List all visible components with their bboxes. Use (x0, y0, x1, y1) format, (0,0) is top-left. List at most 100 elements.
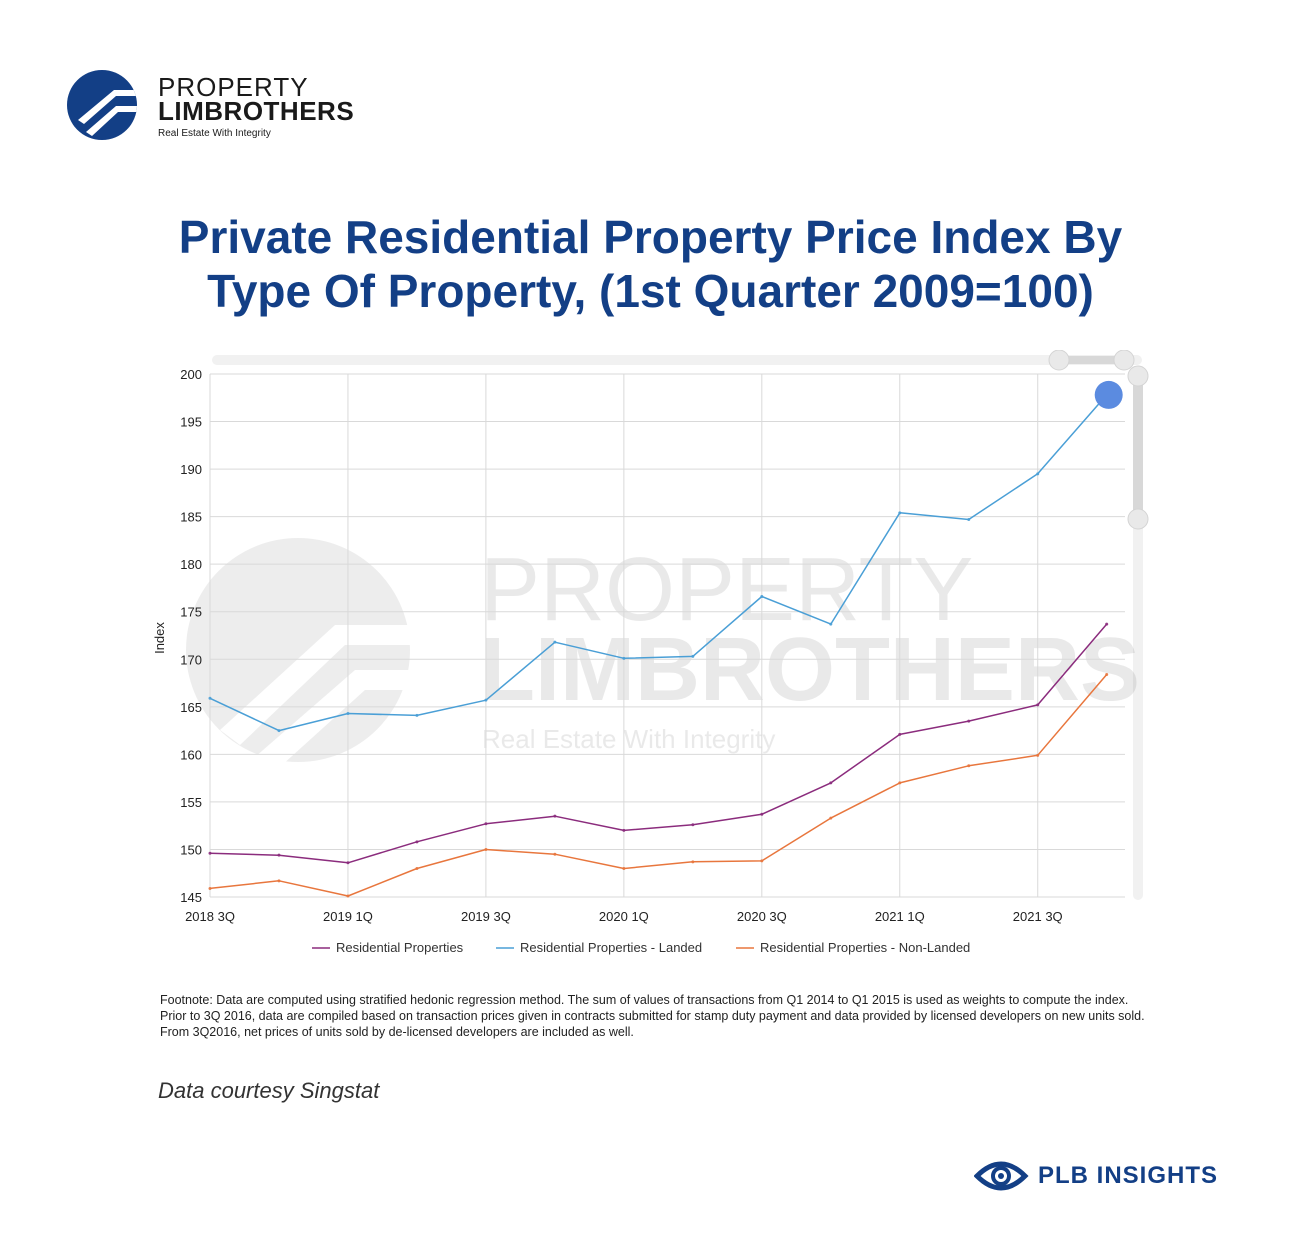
x-tick-label: 2018 3Q (185, 909, 235, 924)
data-point (1036, 472, 1040, 476)
title-line-1: Private Residential Property Price Index… (178, 211, 1123, 263)
data-point (346, 894, 350, 898)
watermark-text-3: Real Estate With Integrity (482, 724, 775, 754)
y-tick-label: 145 (180, 890, 202, 905)
y-tick-label: 200 (180, 367, 202, 382)
series-line-3 (209, 674, 1108, 897)
line-chart: PROPERTY LIMBROTHERS Real Estate With In… (152, 350, 1149, 955)
data-point (208, 696, 212, 700)
brand-badge: PLB INSIGHTS (974, 1156, 1244, 1196)
chart-grid (209, 373, 1125, 898)
data-point (622, 828, 626, 832)
chart-axes: 200 195 190 185 180 175 170 165 160 155 150 145 2018… (180, 367, 1062, 924)
x-tick-label: 2020 3Q (737, 909, 787, 924)
data-point (1105, 622, 1109, 626)
data-point (967, 764, 971, 768)
watermark-text-2: LIMBROTHERS (480, 620, 1140, 720)
x-tick-label: 2019 3Q (461, 909, 511, 924)
data-point (415, 866, 419, 870)
scroll-handle-knob[interactable] (1113, 350, 1135, 371)
logo-text-line1: PROPERTY (158, 72, 309, 102)
data-point (415, 713, 419, 717)
series-line-1 (209, 623, 1108, 864)
data-point (691, 654, 695, 658)
x-tick-label: 2021 3Q (1013, 909, 1063, 924)
data-point (691, 860, 695, 864)
y-tick-label: 190 (180, 462, 202, 477)
data-point (829, 622, 833, 626)
data-point (760, 595, 764, 599)
company-logo: PROPERTY LIMBROTHERS Real Estate With In… (66, 68, 386, 148)
legend-label: Residential Properties - Non-Landed (760, 940, 970, 955)
legend-label: Residential Properties (336, 940, 464, 955)
y-tick-label: 150 (180, 842, 202, 857)
data-point (622, 656, 626, 660)
data-point (1036, 703, 1040, 707)
scroll-handle-top[interactable] (1057, 356, 1123, 364)
data-point (346, 861, 350, 865)
data-point (277, 853, 281, 857)
data-point (553, 640, 557, 644)
y-tick-label: 185 (180, 510, 202, 525)
logo-tagline: Real Estate With Integrity (158, 128, 271, 139)
data-point (553, 852, 557, 856)
data-point (484, 822, 488, 826)
y-tick-label: 155 (180, 795, 202, 810)
highlight-marker[interactable] (1094, 380, 1123, 409)
brand-label: PLB INSIGHTS (1038, 1162, 1219, 1189)
watermark-logo-stripe (240, 670, 410, 785)
watermark-logo-icon (186, 538, 410, 762)
scroll-handle-knob[interactable] (1127, 365, 1149, 387)
data-point (415, 840, 419, 844)
data-point (208, 851, 212, 855)
data-point (208, 886, 212, 890)
data-point (829, 816, 833, 820)
data-point (1105, 672, 1109, 676)
y-tick-label: 180 (180, 557, 202, 572)
watermark-text-1: PROPERTY (480, 540, 973, 640)
series-line-2 (209, 394, 1108, 732)
footnote: Footnote: Data are computed using strati… (160, 993, 1145, 1039)
data-point (898, 781, 902, 785)
chart-container: PROPERTY LIMBROTHERS Real Estate With In… (140, 350, 1160, 970)
x-tick-label: 2020 1Q (599, 909, 649, 924)
scroll-handle-knob[interactable] (1048, 350, 1070, 371)
scroll-handle-knob[interactable] (1127, 508, 1149, 530)
data-point (346, 711, 350, 715)
scroll-track-top (212, 355, 1142, 365)
watermark-logo-stripe (220, 625, 410, 745)
y-tick-label: 195 (180, 415, 202, 430)
data-point (898, 511, 902, 515)
page-title: Private Residential Property Price Index… (0, 210, 1301, 318)
logo-text-line2: LIMBROTHERS (158, 96, 355, 126)
data-point (760, 812, 764, 816)
chart-series (208, 380, 1123, 898)
legend-label: Residential Properties - Landed (520, 940, 702, 955)
scroll-handle-right[interactable] (1133, 376, 1143, 518)
y-tick-label: 165 (180, 700, 202, 715)
data-point (898, 732, 902, 736)
y-tick-label: 170 (180, 652, 202, 667)
data-point (553, 814, 557, 818)
chart-legend: Residential Properties Residential Proper… (312, 940, 970, 955)
data-source: Data courtesy Singstat (158, 1078, 380, 1103)
y-tick-label: 160 (180, 747, 202, 762)
x-tick-label: 2021 1Q (875, 909, 925, 924)
data-point (622, 866, 626, 870)
data-point (967, 517, 971, 521)
data-point (967, 719, 971, 723)
data-point (277, 729, 281, 733)
logo-mark-icon (67, 70, 137, 140)
title-line-2: Type Of Property, (1st Quarter 2009=100) (207, 265, 1094, 317)
chart-decor (212, 350, 1149, 900)
data-point (277, 879, 281, 883)
y-tick-label: 175 (180, 605, 202, 620)
x-tick-label: 2019 1Q (323, 909, 373, 924)
data-point (1036, 753, 1040, 757)
y-axis-label: Index (152, 622, 167, 654)
data-point (760, 859, 764, 863)
watermark: PROPERTY LIMBROTHERS Real Estate With In… (186, 538, 1140, 785)
eye-icon (974, 1161, 1029, 1191)
data-point (829, 781, 833, 785)
data-point (691, 823, 695, 827)
